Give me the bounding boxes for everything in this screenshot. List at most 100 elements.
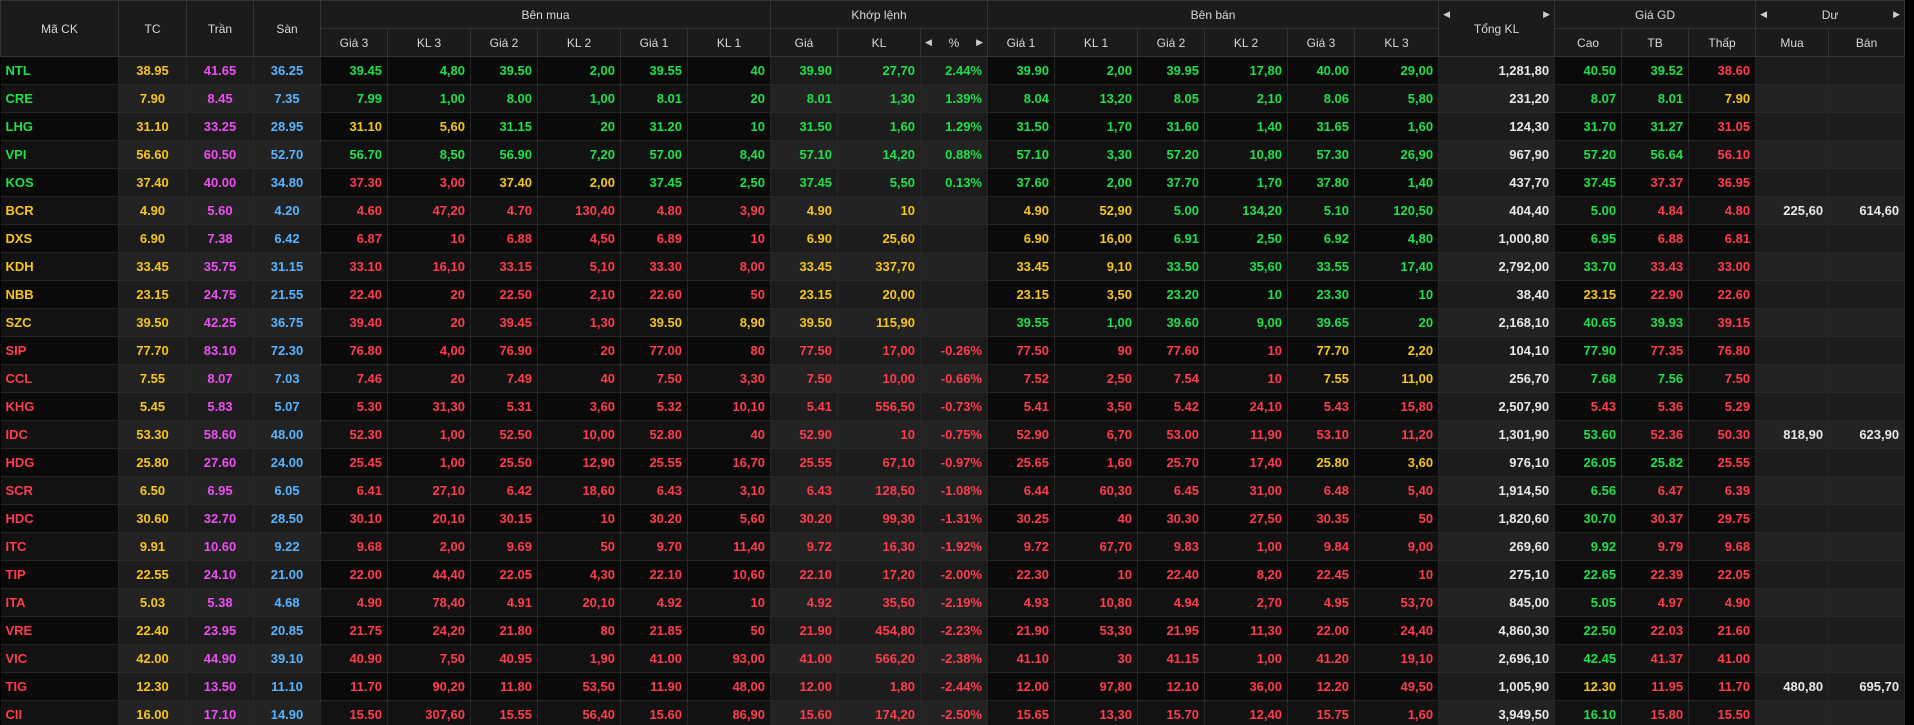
stock-row[interactable]: IDC 53.30 58.60 48.00 52.30 1,00 52.50 10,00 52.… [0, 420, 1906, 449]
arrow-right[interactable]: ▶ [976, 37, 983, 47]
header-cell[interactable]: Giá 1 [620, 28, 688, 57]
cell: 28.50 [253, 504, 321, 533]
stock-row[interactable]: VIC 42.00 44.90 39.10 40.90 7,50 40.95 1,90 41.0… [0, 644, 1906, 673]
cell: 7.90 [118, 84, 187, 113]
header-cell[interactable]: KL 3 [387, 28, 471, 57]
header-cell[interactable]: ◀ Tổng KL ▶ [1438, 0, 1556, 57]
header-cell[interactable]: TB [1621, 28, 1690, 57]
header-cell[interactable]: Mã CK [0, 0, 119, 57]
cell: 8,20 [1204, 560, 1288, 589]
ticker[interactable]: VIC [0, 644, 119, 673]
stock-row[interactable]: NTL 38.95 41.65 36.25 39.45 4,80 39.50 2,00 39.5… [0, 56, 1906, 85]
arrow-left[interactable]: ◀ [925, 37, 932, 47]
header-cell[interactable]: Bán [1828, 28, 1906, 57]
stock-row[interactable]: CRE 7.90 8.45 7.35 7.99 1,00 8.00 1,00 8.01 20 8.0… [0, 84, 1906, 113]
stock-row[interactable]: ITC 9.91 10.60 9.22 9.68 2,00 9.69 50 9.70 11,40 9… [0, 532, 1906, 561]
header-cell[interactable]: ◀% ▶ [920, 28, 988, 57]
header-cell[interactable]: KL 2 [1204, 28, 1288, 57]
cell: 20,00 [837, 280, 921, 309]
stock-row[interactable]: NBB 23.15 24.75 21.55 22.40 20 22.50 2,10 22.60 5… [0, 280, 1906, 309]
cell: 2,507,90 [1438, 392, 1556, 421]
cell [1828, 616, 1906, 645]
ticker[interactable]: KHG [0, 392, 119, 421]
stock-row[interactable]: HDG 25.80 27.60 24.00 25.45 1,00 25.50 12,90 25.… [0, 448, 1906, 477]
stock-row[interactable]: LHG 31.10 33.25 28.95 31.10 5,60 31.15 20 31.20 1… [0, 112, 1906, 141]
ticker[interactable]: IDC [0, 420, 119, 449]
header-cell[interactable]: KL 1 [687, 28, 771, 57]
cell: 6.48 [1287, 476, 1355, 505]
ticker[interactable]: KOS [0, 168, 119, 197]
header-cell[interactable]: KL 2 [537, 28, 621, 57]
ticker[interactable]: NTL [0, 56, 119, 85]
header-cell[interactable]: Trần [186, 0, 254, 57]
header-cell[interactable]: Giá 3 [320, 28, 388, 57]
stock-row[interactable]: KOS 37.40 40.00 34.80 37.30 3,00 37.40 2,00 37.4… [0, 168, 1906, 197]
cell: 9.69 [470, 532, 538, 561]
stock-row[interactable]: SZC 39.50 42.25 36.75 39.40 20 39.45 1,30 39.50 8… [0, 308, 1906, 337]
cell: 31.05 [1688, 112, 1757, 141]
ticker[interactable]: KDH [0, 252, 119, 281]
ticker[interactable]: NBB [0, 280, 119, 309]
ticker[interactable]: TIG [0, 672, 119, 701]
ticker[interactable]: CII [0, 700, 119, 725]
header-cell[interactable]: Thấp [1688, 28, 1757, 57]
cell: 56.10 [1688, 140, 1757, 169]
header-cell[interactable]: Giá 2 [1137, 28, 1205, 57]
cell: 10 [837, 196, 921, 225]
stock-row[interactable]: TIP 22.55 24.10 21.00 22.00 44,40 22.05 4,30 22.… [0, 560, 1906, 589]
cell: 90,20 [387, 672, 471, 701]
header-cell[interactable]: Sàn [253, 0, 321, 57]
ticker[interactable]: SIP [0, 336, 119, 365]
header-cell[interactable]: Mua [1755, 28, 1830, 57]
header-cell[interactable]: KL 3 [1353, 28, 1440, 57]
ticker[interactable]: ITA [0, 588, 119, 617]
cell: 23.95 [186, 616, 254, 645]
header-cell[interactable]: Cao [1554, 28, 1623, 57]
stock-row[interactable]: HDC 30.60 32.70 28.50 30.10 20,10 30.15 10 30.20… [0, 504, 1906, 533]
header-cell[interactable]: KL 1 [1054, 28, 1138, 57]
stock-row[interactable]: TIG 12.30 13.50 11.10 11.70 90,20 11.80 53,50 11… [0, 672, 1906, 701]
ticker[interactable]: SCR [0, 476, 119, 505]
ticker[interactable]: CRE [0, 84, 119, 113]
stock-row[interactable]: ITA 5.03 5.38 4.68 4.90 78,40 4.91 20,10 4.92 10 4… [0, 588, 1906, 617]
arrow-left[interactable]: ◀ [1760, 9, 1767, 19]
header-cell[interactable]: Giá 2 [470, 28, 538, 57]
cell: 30.20 [620, 504, 688, 533]
stock-row[interactable]: VPI 56.60 60.50 52.70 56.70 8,50 56.90 7,20 57.0… [0, 140, 1906, 169]
cell: 3,30 [687, 364, 771, 393]
ticker[interactable]: SZC [0, 308, 119, 337]
cell: 56.64 [1621, 140, 1690, 169]
ticker[interactable]: VRE [0, 616, 119, 645]
ticker[interactable]: BCR [0, 196, 119, 225]
arrow-right[interactable]: ▶ [1543, 9, 1551, 19]
header-cell[interactable]: Giá [770, 28, 838, 57]
header-cell[interactable]: TC [118, 0, 187, 57]
stock-row[interactable]: KHG 5.45 5.83 5.07 5.30 31,30 5.31 3,60 5.32 10,1… [0, 392, 1906, 421]
ticker[interactable]: VPI [0, 140, 119, 169]
arrow-left[interactable]: ◀ [1443, 9, 1450, 19]
stock-row[interactable]: KDH 33.45 35.75 31.15 33.10 16,10 33.15 5,10 33.… [0, 252, 1906, 281]
cell: 4.93 [987, 588, 1055, 617]
stock-row[interactable]: SCR 6.50 6.95 6.05 6.41 27,10 6.42 18,60 6.43 3,1… [0, 476, 1906, 505]
arrow-right[interactable]: ▶ [1893, 9, 1901, 19]
cell: 1,60 [1354, 700, 1440, 725]
ticker[interactable]: ITC [0, 532, 119, 561]
header-cell[interactable]: Giá 3 [1287, 28, 1355, 57]
cell: 53.00 [1137, 420, 1205, 449]
stock-row[interactable]: SIP 77.70 83.10 72.30 76.80 4,00 76.90 20 77.00 8… [0, 336, 1906, 365]
stock-row[interactable]: CCL 7.55 8.07 7.03 7.46 20 7.49 40 7.50 3,30 7.50 1… [0, 364, 1906, 393]
ticker[interactable]: HDG [0, 448, 119, 477]
stock-row[interactable]: BCR 4.90 5.60 4.20 4.60 47,20 4.70 130,40 4.80 3,… [0, 196, 1906, 225]
ticker[interactable]: TIP [0, 560, 119, 589]
cell: 5.45 [118, 392, 187, 421]
cell: 8.01 [620, 84, 688, 113]
ticker[interactable]: LHG [0, 112, 119, 141]
stock-row[interactable]: DXS 6.90 7.38 6.42 6.87 10 6.88 4,50 6.89 10 6.90 2… [0, 224, 1906, 253]
stock-row[interactable]: CII 16.00 17.10 14.90 15.50 307,60 15.55 56,40 1… [0, 700, 1906, 725]
header-cell[interactable]: Giá 1 [987, 28, 1055, 57]
ticker[interactable]: CCL [0, 364, 119, 393]
ticker[interactable]: HDC [0, 504, 119, 533]
header-cell[interactable]: KL [837, 28, 921, 57]
stock-row[interactable]: VRE 22.40 23.95 20.85 21.75 24,20 21.80 80 21.85… [0, 616, 1906, 645]
ticker[interactable]: DXS [0, 224, 119, 253]
